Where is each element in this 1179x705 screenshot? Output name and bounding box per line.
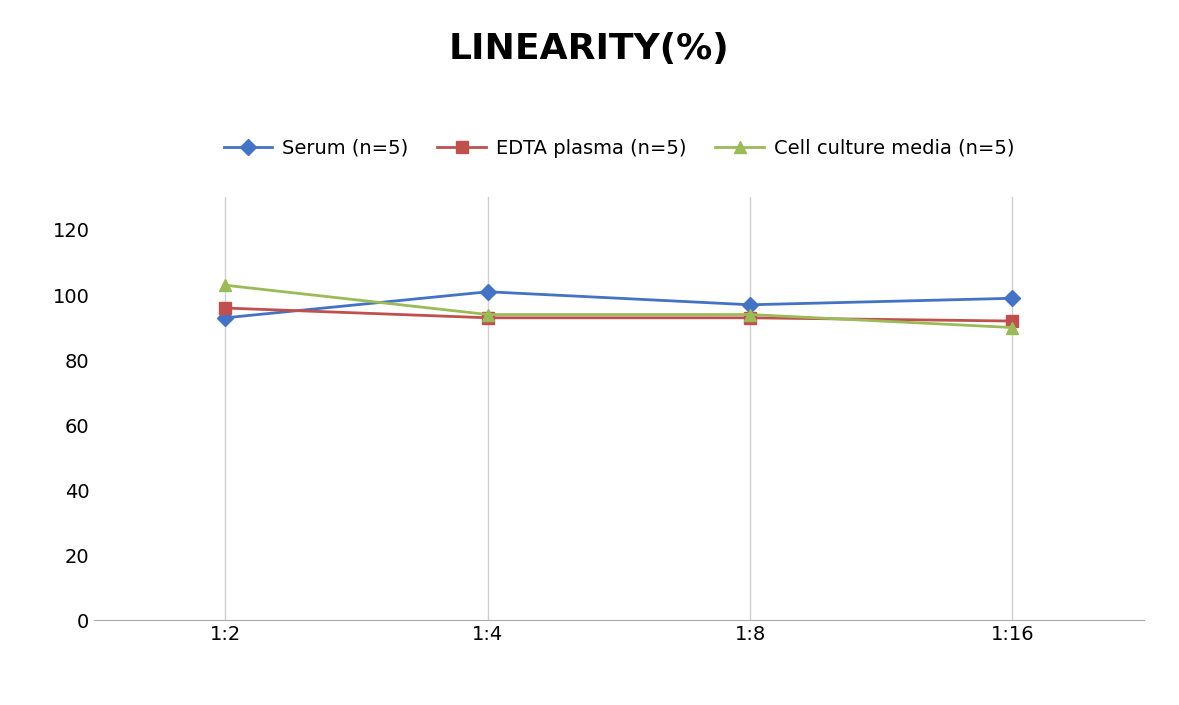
Cell culture media (n=5) [481,310,495,319]
Serum (n=5) [743,300,757,309]
EDTA plasma (n=5) [1006,317,1020,325]
EDTA plasma (n=5) [481,314,495,322]
Serum (n=5) [218,314,232,322]
Line: Serum (n=5): Serum (n=5) [220,286,1017,324]
Line: Cell culture media (n=5): Cell culture media (n=5) [220,280,1017,333]
EDTA plasma (n=5) [743,314,757,322]
Cell culture media (n=5) [1006,324,1020,332]
Serum (n=5) [1006,294,1020,302]
Text: LINEARITY(%): LINEARITY(%) [449,32,730,66]
Legend: Serum (n=5), EDTA plasma (n=5), Cell culture media (n=5): Serum (n=5), EDTA plasma (n=5), Cell cul… [216,131,1022,166]
EDTA plasma (n=5) [218,304,232,312]
Cell culture media (n=5) [218,281,232,290]
Line: EDTA plasma (n=5): EDTA plasma (n=5) [220,302,1017,326]
Serum (n=5) [481,288,495,296]
Cell culture media (n=5) [743,310,757,319]
